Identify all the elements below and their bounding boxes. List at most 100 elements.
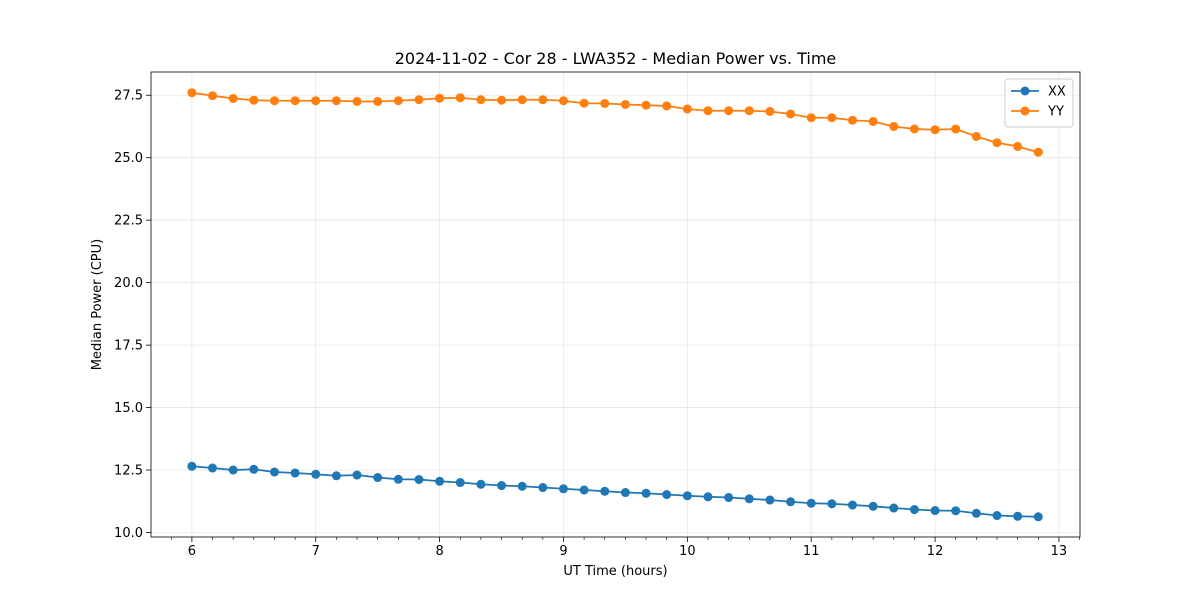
axis-ticks: 6 7 8 9 10 11 12 13 10.0 12.5 15.0 17.5 20.0 22.5 25.0…	[114, 89, 1080, 559]
data-point-xx	[290, 468, 300, 478]
data-point-yy	[373, 96, 383, 106]
data-point-yy	[868, 116, 878, 126]
y-axis-label: Median Power (CPU)	[90, 239, 105, 370]
data-point-xx	[497, 481, 507, 491]
data-point-yy	[662, 101, 672, 111]
data-point-xx	[393, 474, 403, 484]
y-tick-label: 15.0	[114, 401, 143, 416]
x-tick-label: 7	[312, 544, 320, 559]
data-point-xx	[600, 486, 610, 496]
data-point-yy	[331, 96, 341, 106]
data-point-yy	[682, 104, 692, 114]
x-tick-label: 6	[188, 544, 196, 559]
data-point-xx	[786, 497, 796, 507]
y-tick-label: 25.0	[114, 151, 143, 166]
data-point-xx	[641, 488, 651, 498]
y-tick-label: 22.5	[114, 214, 143, 229]
data-point-xx	[827, 499, 837, 509]
data-point-xx	[909, 505, 919, 515]
data-point-xx	[847, 500, 857, 510]
data-point-xx	[331, 471, 341, 481]
data-point-yy	[806, 113, 816, 123]
data-point-yy	[455, 93, 465, 103]
data-point-yy	[600, 98, 610, 108]
plot-frame	[150, 71, 1081, 538]
data-point-yy	[352, 96, 362, 106]
data-point-yy	[290, 96, 300, 106]
data-point-xx	[930, 506, 940, 516]
series-layer	[187, 88, 1043, 522]
data-point-yy	[538, 95, 548, 105]
data-point-yy	[951, 124, 961, 134]
data-point-yy	[517, 95, 527, 105]
data-point-yy	[971, 131, 981, 141]
y-tick-label: 17.5	[114, 339, 143, 354]
data-point-xx	[228, 465, 238, 475]
data-point-xx	[208, 463, 218, 473]
data-point-yy	[435, 93, 445, 103]
data-point-yy	[724, 106, 734, 116]
data-point-yy	[641, 100, 651, 110]
legend-label-yy: YY	[1047, 105, 1064, 120]
data-point-xx	[352, 470, 362, 480]
y-tick-label: 12.5	[114, 464, 143, 479]
x-tick-label: 13	[1051, 544, 1068, 559]
x-axis-label: UT Time (hours)	[563, 564, 667, 579]
data-point-yy	[414, 95, 424, 105]
x-tick-label: 11	[803, 544, 820, 559]
data-point-yy	[187, 88, 197, 98]
data-point-yy	[827, 113, 837, 123]
data-point-yy	[1013, 141, 1023, 151]
x-tick-label: 10	[679, 544, 696, 559]
data-point-yy	[476, 95, 486, 105]
data-point-xx	[517, 481, 527, 491]
data-point-yy	[579, 98, 589, 108]
data-point-xx	[868, 501, 878, 511]
data-point-yy	[497, 95, 507, 105]
data-point-yy	[847, 115, 857, 125]
data-point-xx	[1013, 511, 1023, 521]
legend-label-xx: XX	[1048, 85, 1066, 100]
data-point-xx	[889, 503, 899, 513]
data-point-xx	[682, 491, 692, 501]
data-point-xx	[558, 484, 568, 494]
y-tick-label: 20.0	[114, 276, 143, 291]
data-point-xx	[992, 511, 1002, 521]
data-point-yy	[249, 95, 259, 105]
data-point-xx	[435, 476, 445, 486]
data-point-xx	[311, 469, 321, 479]
data-point-yy	[930, 125, 940, 135]
data-point-xx	[703, 492, 713, 502]
data-point-xx	[765, 495, 775, 505]
data-point-yy	[786, 109, 796, 119]
data-point-yy	[765, 106, 775, 116]
data-point-yy	[889, 121, 899, 131]
data-point-xx	[476, 479, 486, 489]
data-point-xx	[971, 508, 981, 518]
x-tick-label: 12	[927, 544, 944, 559]
data-point-yy	[208, 91, 218, 101]
data-point-xx	[455, 478, 465, 488]
data-point-xx	[620, 488, 630, 498]
data-point-yy	[269, 96, 279, 106]
data-point-xx	[579, 485, 589, 495]
y-tick-label: 10.0	[114, 526, 143, 541]
data-point-xx	[744, 494, 754, 504]
data-point-xx	[187, 461, 197, 471]
data-point-xx	[1033, 512, 1043, 522]
grid	[151, 72, 1080, 537]
data-point-yy	[393, 96, 403, 106]
data-point-yy	[744, 106, 754, 116]
data-point-yy	[620, 99, 630, 109]
data-point-xx	[414, 475, 424, 485]
legend-marker-xx	[1020, 86, 1030, 96]
data-point-xx	[724, 493, 734, 503]
data-point-yy	[311, 96, 321, 106]
x-tick-label: 9	[559, 544, 567, 559]
data-point-xx	[269, 467, 279, 477]
data-point-xx	[951, 506, 961, 516]
data-point-yy	[909, 124, 919, 134]
legend-marker-yy	[1020, 106, 1030, 116]
